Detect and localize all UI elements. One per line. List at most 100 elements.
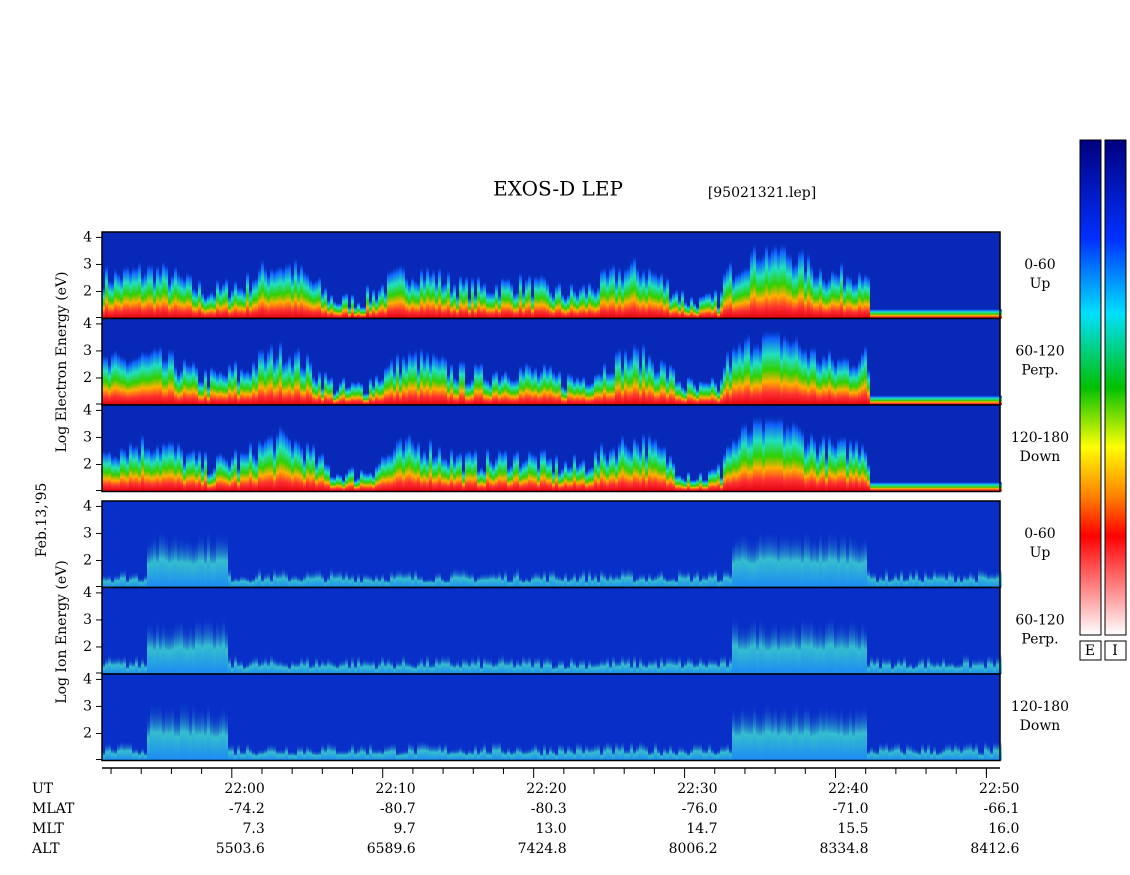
spectrogram-column	[729, 362, 732, 405]
spectrogram-column	[522, 654, 525, 674]
spectrogram-column	[807, 353, 810, 405]
spectrogram-column	[786, 249, 789, 319]
spectrogram-column	[438, 355, 441, 405]
spectrogram-column	[258, 567, 261, 588]
spectrogram-column	[111, 454, 114, 492]
spectrogram-column	[204, 296, 207, 319]
spectrogram-column	[642, 430, 645, 492]
spectrogram-column	[975, 658, 978, 674]
spectrogram-column	[993, 740, 996, 761]
spectrogram-column	[123, 741, 126, 761]
spectrogram-column	[993, 395, 996, 405]
spectrogram-column	[936, 659, 939, 674]
spectrogram-column	[546, 366, 549, 405]
spectrogram-column	[372, 383, 375, 405]
spectrogram-column	[486, 290, 489, 319]
spectrogram-column	[834, 362, 837, 405]
spectrogram-column	[711, 658, 714, 674]
spectrogram-column	[681, 570, 684, 588]
spectrogram-column	[216, 452, 219, 492]
spectrogram-column	[129, 659, 132, 674]
spectrogram-column	[996, 655, 999, 674]
spectrogram-column	[888, 746, 891, 761]
spectrogram-column	[117, 574, 120, 588]
spectrogram-column	[588, 746, 591, 761]
spectrogram-column	[573, 451, 576, 492]
spectrogram-column	[429, 578, 432, 588]
spectrogram-column	[426, 454, 429, 492]
spectrogram-column	[150, 261, 153, 319]
spectrogram-column	[513, 749, 516, 761]
spectrogram-column	[966, 653, 969, 674]
spectrogram-column	[366, 392, 369, 405]
spectrogram-column	[543, 360, 546, 405]
spectrogram-column	[402, 264, 405, 319]
spectrogram-column	[708, 657, 711, 674]
spectrogram-column	[351, 572, 354, 588]
spectrogram-column	[888, 656, 891, 674]
spectrogram-column	[666, 274, 669, 319]
spectrogram-column	[264, 265, 267, 319]
row-value: 5503.6	[216, 841, 265, 857]
spectrogram-column	[507, 658, 510, 674]
spectrogram-column	[381, 572, 384, 588]
spectrogram-column	[135, 264, 138, 319]
spectrogram-column	[123, 655, 126, 674]
spectrogram-column	[489, 750, 492, 761]
spectrogram-column	[147, 349, 150, 405]
spectrogram-column	[447, 372, 450, 405]
spectrogram-column	[495, 573, 498, 588]
spectrogram-column	[561, 384, 564, 405]
spectrogram-column	[651, 659, 654, 674]
spectrogram-column	[834, 626, 837, 674]
spectrogram-column	[624, 440, 627, 492]
spectrogram-column	[456, 659, 459, 674]
spectrogram-column	[189, 539, 192, 588]
spectrogram-column	[594, 372, 597, 405]
spectrogram-column	[396, 436, 399, 492]
spectrogram-column	[504, 368, 507, 405]
spectrogram-column	[525, 456, 528, 492]
spectrogram-column	[240, 449, 243, 492]
spectrogram-column	[789, 712, 792, 761]
spectrogram-column	[129, 438, 132, 492]
spectrogram-column	[651, 357, 654, 405]
spectrogram-column	[393, 572, 396, 588]
spectrogram-column	[921, 481, 924, 492]
spectrogram-column	[672, 748, 675, 761]
direction: Down	[1020, 718, 1061, 734]
spectrogram-column	[339, 660, 342, 674]
spectrogram-column	[867, 567, 870, 588]
spectrogram-column	[795, 419, 798, 492]
spectrogram-column	[342, 574, 345, 588]
spectrogram-column	[375, 748, 378, 761]
spectrogram-column	[705, 479, 708, 492]
spectrogram-column	[375, 573, 378, 588]
spectrogram-column	[615, 454, 618, 492]
spectrogram-column	[468, 748, 471, 761]
spectrogram-column	[252, 577, 255, 588]
spectrogram-column	[579, 572, 582, 588]
spectrogram-column	[903, 481, 906, 492]
spectrogram-column	[915, 663, 918, 674]
spectrogram-column	[537, 465, 540, 492]
spectrogram-column	[930, 395, 933, 405]
spectrogram-column	[489, 658, 492, 674]
spectrogram-column	[369, 574, 372, 588]
colorbar-label-box	[1104, 640, 1127, 661]
spectrogram-column	[975, 579, 978, 588]
spectrogram-column	[348, 466, 351, 492]
spectrogram-column	[666, 459, 669, 492]
spectrogram-column	[168, 540, 171, 588]
spectrogram-column	[873, 748, 876, 761]
spectrogram-column	[738, 338, 741, 405]
spectrogram-column	[645, 663, 648, 674]
spectrogram-column	[768, 530, 771, 588]
spectrogram-column	[642, 660, 645, 674]
spectrogram-column	[474, 446, 477, 492]
spectrogram-column	[666, 749, 669, 761]
spectrogram-column	[900, 308, 903, 319]
spectrogram-column	[168, 707, 171, 761]
spectrogram-column	[384, 290, 387, 319]
spectrogram-column	[948, 481, 951, 492]
